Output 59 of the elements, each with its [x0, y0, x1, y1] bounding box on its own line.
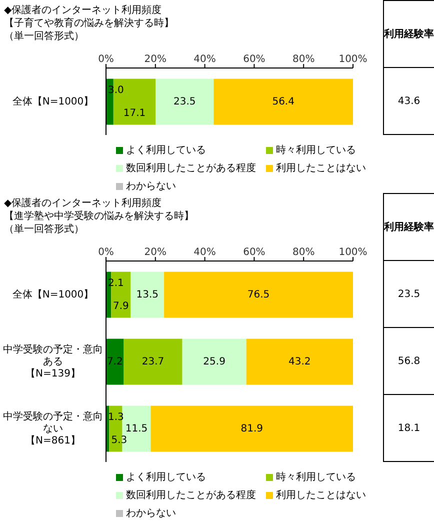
bar	[130, 272, 164, 318]
x-tick-label: 0%	[98, 247, 114, 258]
y-tick-label: 中学受験の予定・意向ない【N=861】	[3, 410, 103, 446]
bar	[150, 406, 353, 452]
data-label: 11.5	[125, 423, 148, 434]
bar	[156, 78, 214, 125]
data-label: 7.9	[112, 300, 129, 312]
legend-label: 利用したことはない	[276, 488, 366, 502]
legend-label: よく利用している	[126, 144, 206, 157]
x-tick-label: 20%	[144, 54, 167, 65]
legend-label: よく利用している	[126, 470, 206, 484]
x-tick-label: 60%	[243, 54, 266, 65]
legend-label: わからない	[126, 507, 176, 520]
text: 56.8	[384, 328, 434, 395]
legend-label: 数回利用したことがある程度	[126, 162, 256, 175]
x-tick-label: 60%	[243, 247, 266, 258]
y-tick-label: 全体【N=1000】	[12, 95, 94, 108]
chart-title: ◆保護者のインターネット利用頻度	[4, 4, 163, 17]
legend-label: 時々利用している	[276, 470, 356, 484]
x-tick-label: 100%	[338, 247, 368, 258]
x-tick-label: 80%	[292, 247, 315, 258]
bar	[124, 338, 182, 385]
data-label: 17.1	[123, 108, 146, 119]
x-tick-label: 40%	[194, 247, 216, 258]
bar	[164, 272, 353, 318]
legend-label: 利用したことはない	[276, 162, 366, 175]
bar	[214, 78, 353, 125]
data-label: 56.4	[272, 96, 294, 108]
text: （単一回答形式）	[4, 223, 85, 236]
text: 利用経験率	[384, 193, 434, 261]
data-label: 13.5	[136, 289, 159, 300]
bar	[246, 338, 353, 385]
chart-subtitle: 【進学塾や中学受験の悩みを解決する時】	[4, 210, 194, 223]
x-tick-label: 0%	[98, 54, 114, 65]
data-label: 76.5	[247, 289, 270, 300]
chart-subtitle: 【子育てや教育の悩みを解決する時】	[4, 17, 174, 30]
y-tick-label: 全体【N=1000】	[12, 288, 94, 300]
data-label: 43.2	[288, 356, 311, 368]
text: 23.5	[384, 261, 434, 328]
x-tick-label: 80%	[292, 54, 315, 65]
text: 利用経験率	[384, 0, 434, 68]
legend-label: わからない	[126, 180, 176, 193]
bar	[106, 338, 124, 385]
data-label: 23.7	[142, 356, 164, 368]
x-tick-label: 20%	[144, 247, 167, 258]
x-tick-label: 100%	[338, 54, 368, 65]
data-label: 7.2	[106, 356, 123, 368]
chart-title: ◆保護者のインターネット利用頻度	[4, 197, 163, 210]
y-tick-label: 中学受験の予定・意向ある【N=139】	[3, 343, 103, 380]
bar	[182, 338, 246, 385]
data-label: 25.9	[203, 356, 226, 368]
x-tick-label: 40%	[194, 54, 216, 65]
legend-label: 時々利用している	[276, 144, 356, 157]
data-label: 23.5	[174, 96, 196, 108]
legend-label: 数回利用したことがある程度	[126, 488, 256, 502]
data-label: 81.9	[240, 423, 263, 434]
text: 18.1	[384, 395, 434, 462]
text: 43.6	[384, 68, 434, 135]
text: （単一回答形式）	[4, 30, 85, 43]
